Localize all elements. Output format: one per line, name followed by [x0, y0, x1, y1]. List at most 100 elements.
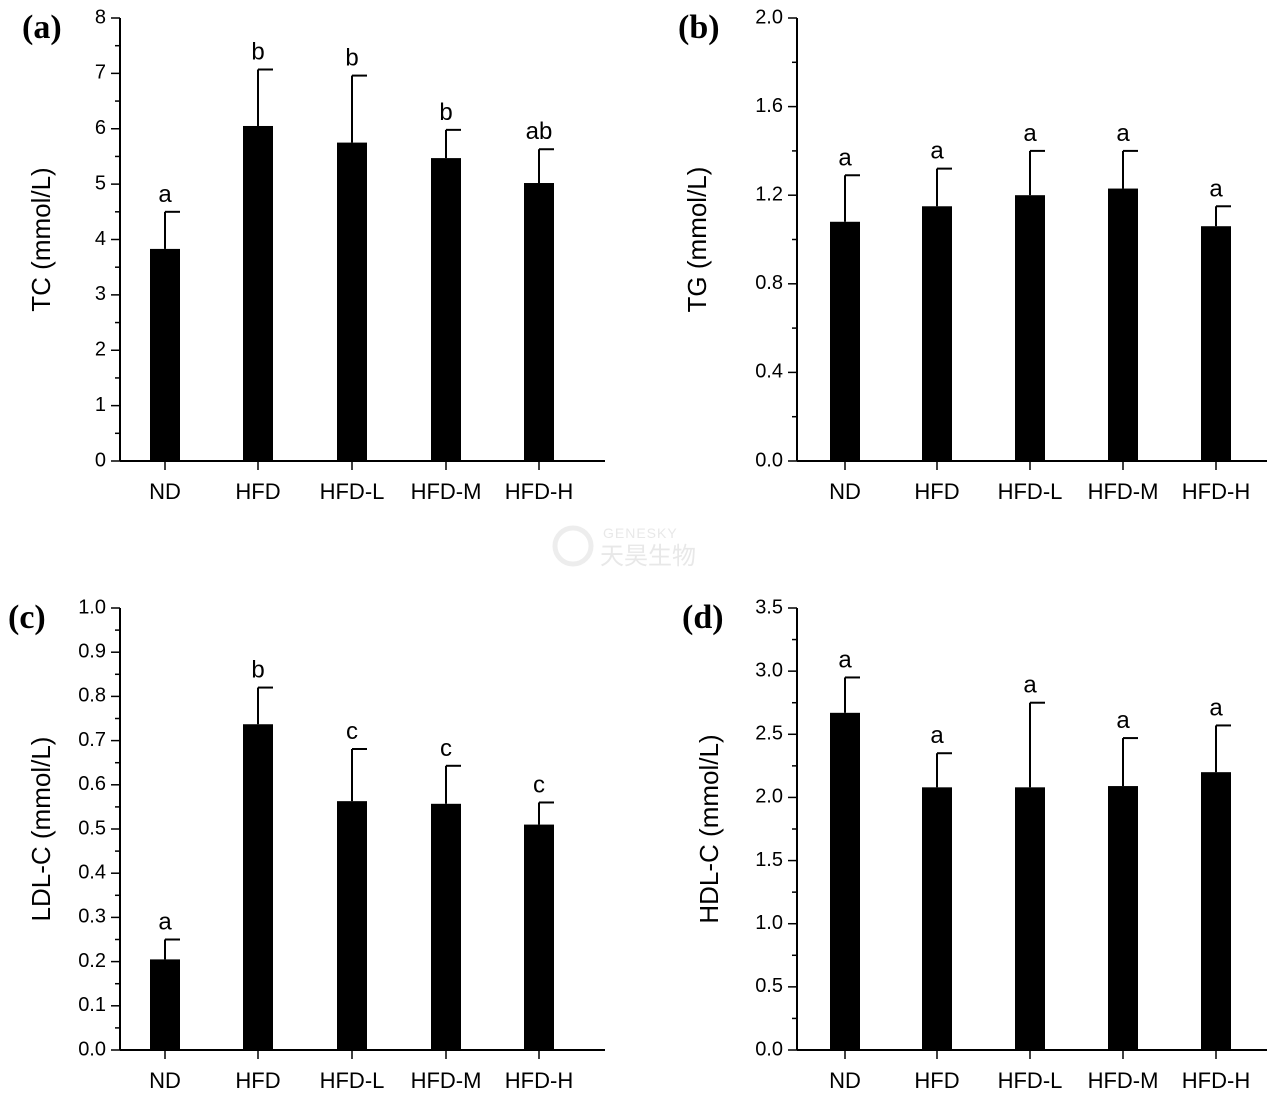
y-tick-label: 7 [95, 62, 106, 84]
x-tick-label: HFD [914, 479, 959, 504]
y-tick-label: 3.0 [755, 659, 783, 681]
bar [150, 959, 180, 1050]
bar [922, 787, 952, 1050]
y-tick-label: 0.0 [755, 449, 783, 471]
panel-letter: (d) [682, 599, 724, 636]
x-tick-label: HFD-M [411, 1068, 482, 1093]
y-tick-label: 3 [95, 283, 106, 305]
y-tick-label: 0.7 [78, 729, 106, 751]
y-tick-label: 0 [95, 449, 106, 471]
bar [1201, 772, 1231, 1050]
watermark: GENESKY 天昊生物 [552, 525, 696, 570]
y-axis-title: HDL-C (mmol/L) [694, 734, 724, 923]
significance-label: b [439, 99, 452, 126]
bar [1015, 787, 1045, 1050]
watermark-logo-icon [552, 525, 594, 567]
panel-letter: (b) [678, 9, 720, 46]
y-tick-label: 1 [95, 394, 106, 416]
significance-label: a [930, 722, 944, 749]
y-tick-label: 6 [95, 117, 106, 139]
significance-label: a [838, 144, 852, 171]
y-tick-label: 3.5 [755, 596, 783, 618]
bar [1108, 786, 1138, 1050]
bar [830, 712, 860, 1050]
significance-label: a [1023, 120, 1037, 147]
bar [1201, 226, 1231, 461]
x-tick-label: HFD [235, 479, 280, 504]
significance-label: a [838, 646, 852, 673]
y-tick-label: 2.5 [755, 723, 783, 745]
bar [1015, 195, 1045, 461]
x-tick-label: ND [149, 1068, 181, 1093]
significance-label: b [345, 45, 358, 72]
x-tick-label: HFD-L [320, 479, 385, 504]
significance-label: a [1116, 707, 1130, 734]
panel-letter: (c) [8, 599, 46, 636]
bar [1108, 188, 1138, 461]
x-tick-label: ND [829, 1068, 861, 1093]
bar [431, 803, 461, 1050]
bar [524, 824, 554, 1050]
significance-label: c [440, 735, 452, 762]
y-tick-label: 1.0 [755, 912, 783, 934]
significance-label: b [251, 38, 264, 65]
y-tick-label: 0.3 [78, 906, 106, 928]
bar [922, 206, 952, 461]
y-tick-label: 0.8 [78, 685, 106, 707]
significance-label: a [1116, 120, 1130, 147]
x-tick-label: HFD-L [998, 479, 1063, 504]
significance-label: a [930, 138, 944, 165]
bar [337, 801, 367, 1050]
y-tick-label: 0.2 [78, 950, 106, 972]
x-tick-label: HFD-M [411, 479, 482, 504]
y-tick-label: 0.1 [78, 994, 106, 1016]
bar [830, 221, 860, 461]
significance-label: a [1023, 672, 1037, 699]
y-tick-label: 5 [95, 172, 106, 194]
chart-panel: (d) 0.0 0.5 1.0 1.5 2.0 2.5 3.0 3.5 HDL-C (mmol/L… [682, 596, 1267, 1093]
x-tick-label: HFD-H [1182, 1068, 1250, 1093]
watermark-brand-cn: 天昊生物 [600, 542, 696, 570]
y-tick-label: 0.0 [755, 1038, 783, 1060]
y-tick-label: 0.6 [78, 773, 106, 795]
significance-label: b [251, 657, 264, 684]
chart-panel: (b) 0.0 0.4 0.8 1.2 1.6 2.0 TG (mmol/L) ND a HFD a H… [678, 6, 1267, 504]
chart-panel: (c) 0.0 0.1 0.2 0.3 0.4 0.5 0.6 0.7 0.8 0.9 1.0 LDL-… [8, 596, 605, 1093]
y-tick-label: 4 [95, 228, 106, 250]
x-tick-label: HFD-M [1088, 1068, 1159, 1093]
significance-label: c [346, 718, 358, 745]
y-tick-label: 2.0 [755, 786, 783, 808]
x-tick-label: ND [829, 479, 861, 504]
bar [524, 183, 554, 461]
y-tick-label: 0.5 [78, 817, 106, 839]
y-axis-title: TC (mmol/L) [26, 167, 56, 311]
bar [337, 142, 367, 461]
bar [243, 125, 273, 461]
y-tick-label: 1.2 [755, 183, 783, 205]
bar [150, 248, 180, 461]
y-tick-label: 1.0 [78, 596, 106, 618]
y-tick-label: 0.8 [755, 272, 783, 294]
significance-label: a [158, 909, 172, 936]
y-tick-label: 0.5 [755, 975, 783, 997]
y-tick-label: 0.0 [78, 1038, 106, 1060]
y-tick-label: 1.6 [755, 95, 783, 117]
y-tick-label: 1.5 [755, 849, 783, 871]
y-tick-label: 0.4 [78, 861, 106, 883]
y-axis-title: LDL-C (mmol/L) [26, 737, 56, 922]
y-tick-label: 0.4 [755, 361, 783, 383]
x-tick-label: HFD-H [505, 1068, 573, 1093]
significance-label: c [533, 771, 545, 798]
bar [431, 158, 461, 461]
x-tick-label: HFD [914, 1068, 959, 1093]
bar [243, 724, 273, 1050]
significance-label: a [1209, 694, 1223, 721]
watermark-brand: GENESKY [603, 525, 678, 541]
x-tick-label: HFD-L [320, 1068, 385, 1093]
y-axis-title: TG (mmol/L) [682, 167, 712, 313]
x-tick-label: HFD-M [1088, 479, 1159, 504]
x-tick-label: HFD-L [998, 1068, 1063, 1093]
x-tick-label: HFD [235, 1068, 280, 1093]
y-tick-label: 2.0 [755, 6, 783, 28]
